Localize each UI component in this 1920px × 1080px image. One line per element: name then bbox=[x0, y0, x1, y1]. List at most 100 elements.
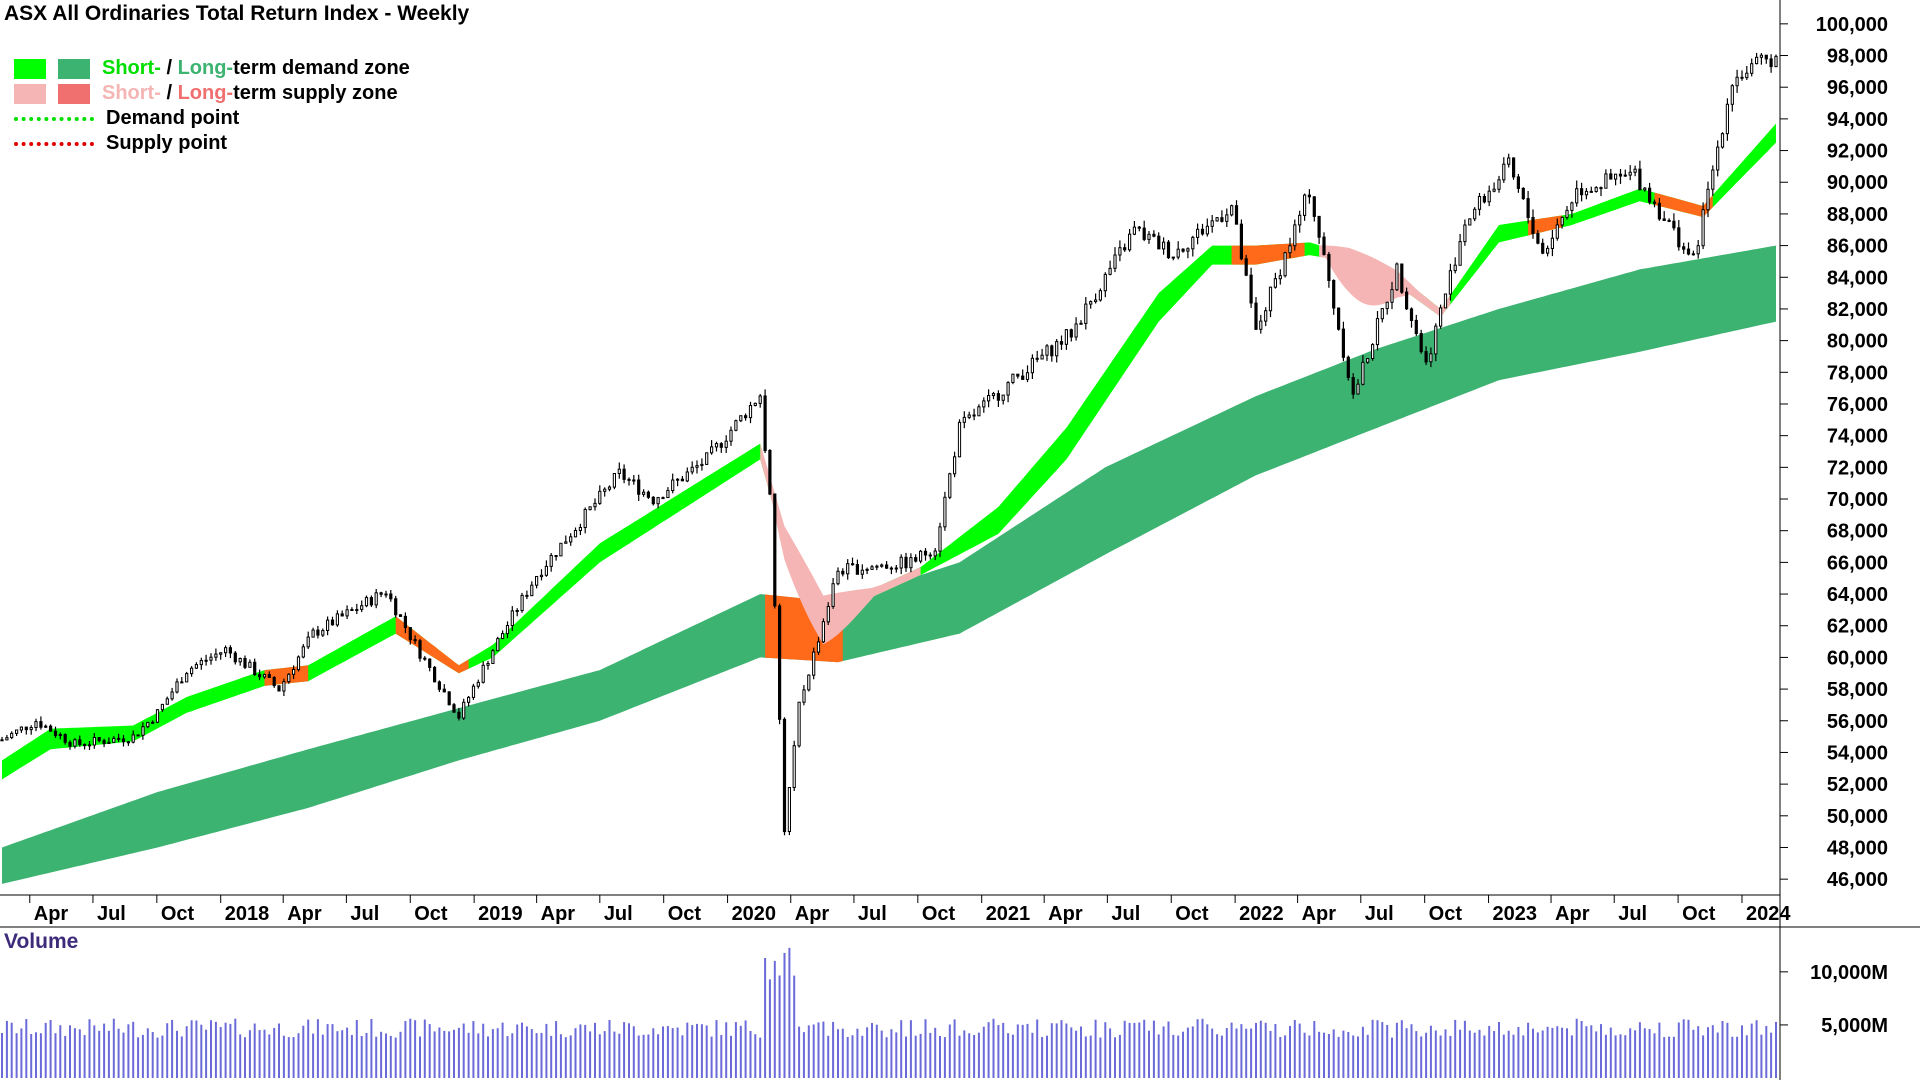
candle-body bbox=[1502, 163, 1506, 181]
candle-body bbox=[816, 641, 821, 653]
candle-body bbox=[1322, 236, 1326, 255]
candle-body bbox=[389, 593, 393, 600]
candle-body bbox=[5, 737, 9, 741]
candle-body bbox=[355, 609, 359, 611]
price-tick-label: 56,000 bbox=[1827, 711, 1888, 733]
candle-body bbox=[102, 740, 106, 745]
candle-body bbox=[194, 664, 199, 669]
volume-series bbox=[1, 947, 1777, 1078]
candle-body bbox=[637, 479, 641, 495]
candle-body bbox=[1429, 353, 1433, 363]
candle-body bbox=[1084, 303, 1088, 324]
time-tick-label: 2022 bbox=[1239, 903, 1284, 925]
time-tick-label: 2019 bbox=[478, 903, 522, 925]
candle-body bbox=[846, 563, 850, 575]
time-tick-label: Apr bbox=[541, 903, 576, 925]
price-tick-label: 62,000 bbox=[1827, 616, 1888, 638]
candle-body bbox=[78, 739, 82, 745]
candle-body bbox=[938, 526, 942, 552]
candle-body bbox=[1730, 85, 1734, 105]
candle-body bbox=[418, 640, 422, 659]
time-tick-label: Apr bbox=[1302, 903, 1337, 925]
candle-body bbox=[948, 473, 952, 498]
candle-body bbox=[680, 478, 684, 482]
candle-body bbox=[646, 491, 650, 498]
candle-body bbox=[821, 621, 825, 643]
candle-body bbox=[860, 569, 864, 575]
candle-body bbox=[782, 718, 787, 833]
candle-body bbox=[243, 658, 247, 668]
candle-body bbox=[763, 395, 767, 452]
candle-body bbox=[1409, 308, 1414, 321]
candle-body bbox=[544, 565, 548, 576]
candle-body bbox=[1157, 235, 1161, 250]
time-tick-label: Oct bbox=[668, 903, 702, 925]
price-tick-label: 78,000 bbox=[1827, 362, 1888, 384]
candle-body bbox=[851, 563, 855, 566]
candle-body bbox=[1361, 361, 1365, 385]
candle-body bbox=[1725, 103, 1730, 135]
candle-body bbox=[1468, 218, 1472, 226]
candle-body bbox=[219, 652, 223, 655]
price-tick-label: 94,000 bbox=[1827, 109, 1888, 131]
candle-body bbox=[126, 741, 131, 744]
candle-body bbox=[880, 564, 884, 567]
candle-body bbox=[121, 738, 126, 743]
time-tick-label: 2020 bbox=[732, 903, 777, 925]
time-tick-label: Jul bbox=[1618, 903, 1647, 925]
candle-body bbox=[719, 443, 723, 448]
candle-body bbox=[1346, 356, 1350, 378]
candle-body bbox=[1774, 55, 1778, 68]
candle-body bbox=[1716, 146, 1720, 171]
candle-body bbox=[510, 610, 514, 627]
candle-body bbox=[1477, 196, 1482, 210]
candle-body bbox=[676, 478, 680, 481]
legend-sep: / bbox=[160, 57, 178, 79]
candle-body bbox=[987, 395, 991, 402]
legend-long-label: Long- bbox=[177, 57, 234, 79]
candle-body bbox=[928, 554, 932, 557]
candle-body bbox=[384, 593, 388, 596]
candle-body bbox=[1113, 254, 1117, 269]
candle-body bbox=[690, 466, 694, 473]
candle-body bbox=[1332, 280, 1336, 309]
candle-body bbox=[501, 633, 505, 640]
candle-body bbox=[83, 744, 87, 747]
candle-body bbox=[1643, 187, 1647, 191]
candle-body bbox=[1614, 173, 1618, 180]
price-tick-label: 66,000 bbox=[1827, 552, 1888, 574]
candle-body bbox=[107, 741, 111, 744]
candle-body bbox=[1035, 357, 1039, 360]
legend-supply-point: Supply point bbox=[14, 131, 410, 156]
candle-body bbox=[340, 613, 344, 617]
candle-body bbox=[1473, 208, 1477, 220]
candle-body bbox=[1307, 194, 1312, 198]
candle-body bbox=[1249, 274, 1253, 304]
candle-body bbox=[1268, 286, 1273, 312]
candle-body bbox=[1667, 219, 1671, 222]
price-tick-label: 68,000 bbox=[1827, 521, 1888, 543]
candle-body bbox=[1711, 169, 1715, 190]
candle-body bbox=[695, 465, 699, 468]
candle-body bbox=[423, 657, 427, 660]
candle-body bbox=[447, 691, 451, 706]
legend-supply-zone: Short- / Long- term supply zone bbox=[14, 81, 410, 106]
candle-body bbox=[369, 597, 373, 606]
candle-body bbox=[885, 564, 889, 569]
candle-body bbox=[1191, 236, 1195, 250]
candle-body bbox=[1633, 168, 1637, 173]
short-term-supply-band bbox=[1654, 192, 1713, 218]
candle-body bbox=[467, 696, 471, 703]
candle-body bbox=[1147, 233, 1151, 240]
candle-body bbox=[1006, 382, 1010, 396]
candle-body bbox=[656, 497, 660, 505]
candle-body bbox=[588, 506, 592, 511]
candle-body bbox=[1512, 157, 1516, 178]
short-term-supply-band bbox=[395, 616, 469, 674]
candle-body bbox=[15, 729, 19, 734]
candle-body bbox=[505, 625, 510, 635]
candle-body bbox=[44, 725, 48, 728]
candle-body bbox=[394, 598, 398, 616]
candle-body bbox=[729, 429, 733, 442]
legend-demand-point-label: Demand point bbox=[106, 107, 240, 129]
